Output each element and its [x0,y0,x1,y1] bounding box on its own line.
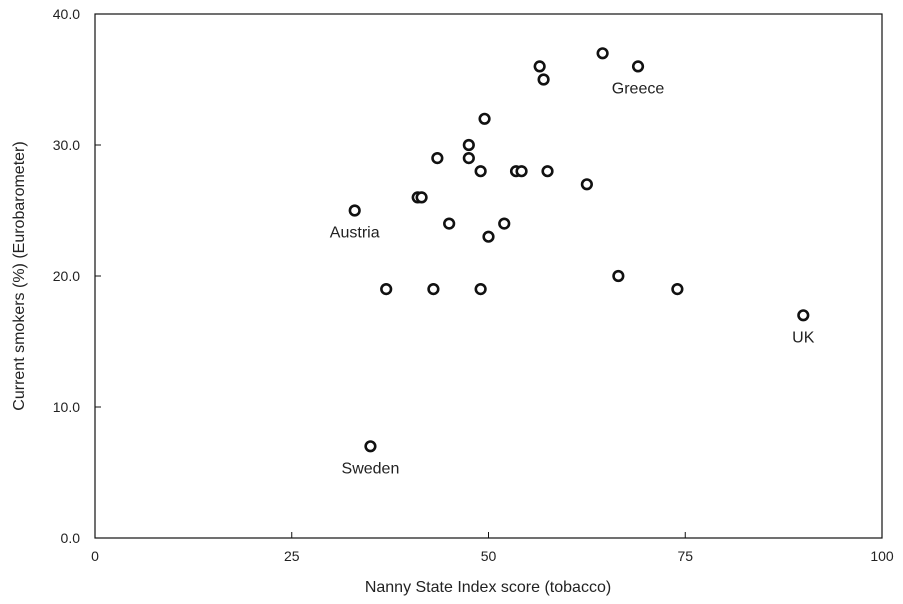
data-point [348,204,361,217]
data-point [380,283,393,296]
data-point [612,269,625,283]
data-point [462,152,475,165]
y-tick-label: 30.0 [53,137,80,153]
point-label-uk: UK [792,329,815,346]
data-point [431,152,444,165]
data-point [498,217,511,230]
point-label-greece: Greece [612,80,665,97]
point-labels: Austria Sweden Greece UK [330,80,815,477]
data-point [364,440,377,453]
data-point [515,165,528,178]
point-label-sweden: Sweden [342,460,400,477]
y-tick-label: 10.0 [53,399,80,415]
data-point [427,283,440,296]
data-point [443,217,456,230]
data-point [631,60,645,73]
data-point [596,47,609,60]
data-point [482,230,495,243]
x-tick-label: 25 [284,548,300,564]
x-tick-label: 0 [91,548,99,564]
x-tick-label: 75 [677,548,693,564]
x-tick-label: 100 [870,548,894,564]
y-tick-label: 40.0 [53,6,80,22]
data-point [474,283,487,296]
y-tick-label: 20.0 [53,268,80,284]
data-point [580,178,593,191]
x-axis-title: Nanny State Index score (tobacco) [365,579,611,596]
y-tick-label: 0.0 [61,530,81,546]
data-point [474,165,487,178]
data-point [797,309,810,322]
point-label-austria: Austria [330,225,380,242]
data-point [671,283,684,296]
y-axis-title: Current smokers (%) (Eurobarometer) [11,141,28,410]
data-point [541,165,554,178]
data-points [348,47,810,453]
x-axis-ticks: 0 25 50 75 100 [91,532,894,564]
data-point [415,191,428,204]
data-point [462,138,475,152]
data-point [537,73,550,86]
plot-frame [94,13,883,539]
x-tick-label: 50 [481,548,497,564]
data-point [533,60,546,73]
data-point [478,112,491,125]
y-axis-ticks: 0.0 10.0 20.0 30.0 40.0 [53,6,101,546]
